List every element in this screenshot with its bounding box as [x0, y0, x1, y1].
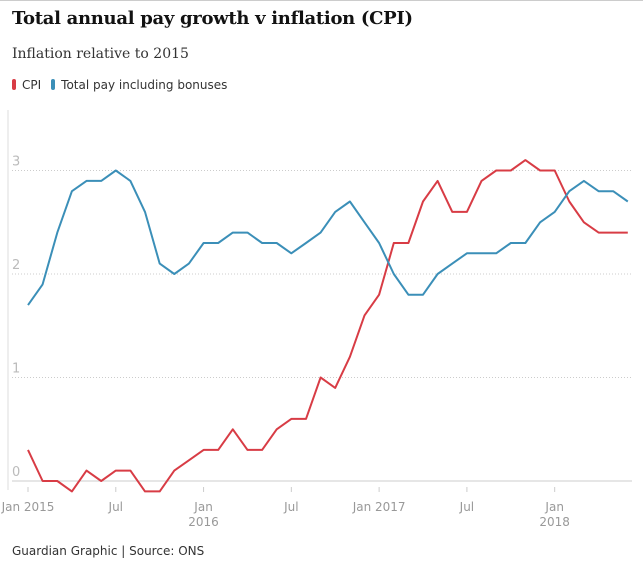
chart-subtitle: Inflation relative to 2015: [12, 46, 189, 62]
x-tick-label: Jul: [459, 500, 474, 514]
legend-label: Total pay including bonuses: [61, 78, 228, 92]
legend: CPI Total pay including bonuses: [12, 78, 227, 92]
x-tick-label-year: 2018: [539, 515, 570, 529]
legend-swatch: [12, 79, 16, 90]
x-tick-label: Jan 2015: [1, 500, 55, 514]
x-tick-label: Jan 2017: [352, 500, 406, 514]
x-tick-label: Jul: [108, 500, 123, 514]
source-footer: Guardian Graphic | Source: ONS: [12, 544, 205, 558]
cpi-line: [27, 159, 628, 493]
y-tick-label: 1: [12, 362, 20, 377]
x-tick-label-year: 2016: [188, 515, 219, 529]
x-tick-label: Jan: [544, 500, 564, 514]
x-tick-label: Jul: [283, 500, 298, 514]
pay-line: [27, 169, 629, 306]
top-rule: [0, 0, 643, 1]
legend-item-pay: Total pay including bonuses: [51, 78, 227, 92]
chart-title: Total annual pay growth v inflation (CPI…: [12, 8, 413, 29]
legend-swatch: [51, 79, 56, 90]
y-tick-label: 0: [12, 465, 20, 480]
legend-item-cpi: CPI: [12, 78, 41, 92]
legend-label: CPI: [22, 78, 42, 92]
y-tick-label: 2: [12, 258, 20, 273]
x-tick-label: Jan: [193, 500, 213, 514]
y-tick-label: 3: [12, 155, 20, 170]
